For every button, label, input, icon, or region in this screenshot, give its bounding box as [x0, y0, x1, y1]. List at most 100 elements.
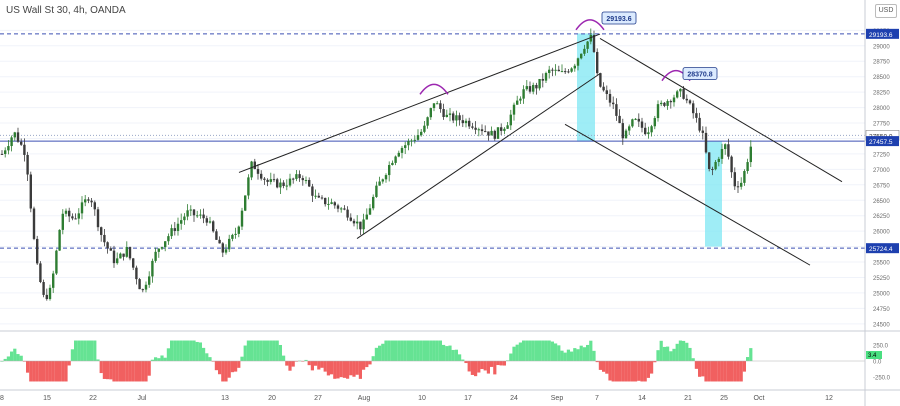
oscillator-bar: [522, 340, 526, 361]
oscillator-bar: [285, 361, 289, 366]
candle-body: [474, 127, 477, 130]
candle-body: [586, 41, 589, 49]
oscillator-bar: [595, 361, 599, 363]
candle-body: [480, 129, 484, 132]
candle-body: [55, 250, 58, 274]
oscillator-bar: [176, 340, 180, 361]
candle-body: [71, 216, 74, 219]
candle-body: [388, 165, 391, 176]
oscillator-bar: [378, 345, 382, 361]
candle-body: [548, 69, 551, 74]
candle-body: [634, 118, 637, 120]
oscillator-bar: [202, 347, 206, 361]
oscillator-bar: [454, 349, 458, 361]
candle-body: [471, 126, 474, 128]
oscillator-bar: [275, 340, 279, 361]
candle-body: [445, 114, 448, 117]
oscillator-bar: [70, 349, 74, 361]
candle-body: [695, 113, 698, 118]
currency-badge[interactable]: USD: [875, 4, 897, 18]
oscillator-bar: [387, 340, 391, 361]
candle-body: [135, 267, 138, 280]
oscillator-bar: [170, 340, 174, 361]
candle-body: [461, 120, 464, 124]
candle-body: [13, 132, 16, 138]
candle-body: [202, 214, 205, 219]
candle-body: [458, 115, 461, 121]
oscillator-bar: [182, 340, 186, 361]
price-tick-label: 29000: [873, 44, 890, 50]
oscillator-bar: [147, 361, 151, 376]
level-label: 29193.6: [869, 32, 893, 39]
oscillator-bar: [448, 345, 452, 361]
candle-body: [714, 161, 717, 170]
oscillator-bar: [374, 347, 378, 361]
oscillator-bar: [733, 361, 737, 382]
candle-body: [551, 69, 554, 71]
price-tick-label: 26000: [873, 230, 890, 236]
level-label-box: [866, 136, 899, 147]
candle-body: [352, 220, 356, 224]
oscillator-bar: [230, 361, 234, 373]
oscillator-bar: [291, 361, 295, 367]
oscillator-bar: [77, 340, 81, 361]
candle-body: [192, 209, 196, 216]
candle-body: [183, 216, 186, 221]
candle-body: [116, 258, 119, 264]
oscillator-bar: [397, 340, 401, 361]
oscillator-tick-label: 0.0: [873, 360, 882, 366]
oscillator-bar: [627, 361, 631, 382]
oscillator-bar: [579, 345, 583, 361]
trendline[interactable]: [356, 73, 601, 239]
oscillator-bar: [531, 340, 535, 361]
oscillator-bar: [493, 361, 497, 375]
oscillator-bar: [669, 351, 673, 361]
oscillator-bar: [506, 360, 510, 361]
candle-body: [237, 226, 240, 234]
candle-body: [48, 287, 52, 300]
candle-body: [599, 73, 602, 87]
candle-body: [151, 260, 154, 277]
oscillator-bar: [262, 340, 266, 361]
candle-body: [327, 203, 330, 205]
candle-body: [93, 202, 96, 210]
candle-body: [410, 140, 413, 142]
candle-body: [423, 125, 426, 132]
time-tick-label: Jul: [138, 395, 147, 402]
candle-body: [404, 145, 407, 148]
candle-body: [490, 130, 493, 136]
oscillator-bar: [496, 361, 500, 366]
oscillator-bar: [573, 348, 577, 361]
candle-body: [138, 279, 141, 290]
oscillator-bar: [637, 361, 641, 381]
oscillator-bar: [678, 340, 682, 361]
oscillator-bar: [566, 349, 570, 361]
level-label: 25724.4: [869, 246, 893, 253]
trendlines[interactable]: [238, 33, 843, 266]
oscillator-bar: [42, 361, 46, 382]
oscillator-bar: [483, 361, 487, 371]
oscillator-bar: [221, 361, 225, 382]
candle-body: [503, 128, 506, 131]
candle-body: [384, 175, 388, 180]
trendline[interactable]: [238, 33, 601, 173]
oscillator-histogram: [0, 340, 865, 382]
candle-body: [544, 73, 548, 81]
oscillator-bar: [413, 340, 417, 361]
candle-body: [276, 179, 279, 188]
oscillator-value-box: [866, 351, 882, 359]
time-tick-label: 24: [510, 395, 518, 402]
trendline[interactable]: [564, 123, 811, 266]
oscillator-bar: [67, 361, 71, 366]
price-tick-label: 28250: [873, 91, 890, 97]
oscillator-bar: [554, 343, 558, 361]
chart-title: US Wall St 30, 4h, OANDA: [6, 5, 126, 16]
oscillator-bar: [16, 354, 20, 361]
oscillator-bar: [643, 361, 647, 382]
candle-body: [647, 132, 650, 135]
candle-body: [269, 179, 272, 182]
horizontal-levels: [0, 33, 865, 249]
candle-body: [749, 146, 752, 163]
trendline[interactable]: [599, 37, 843, 183]
